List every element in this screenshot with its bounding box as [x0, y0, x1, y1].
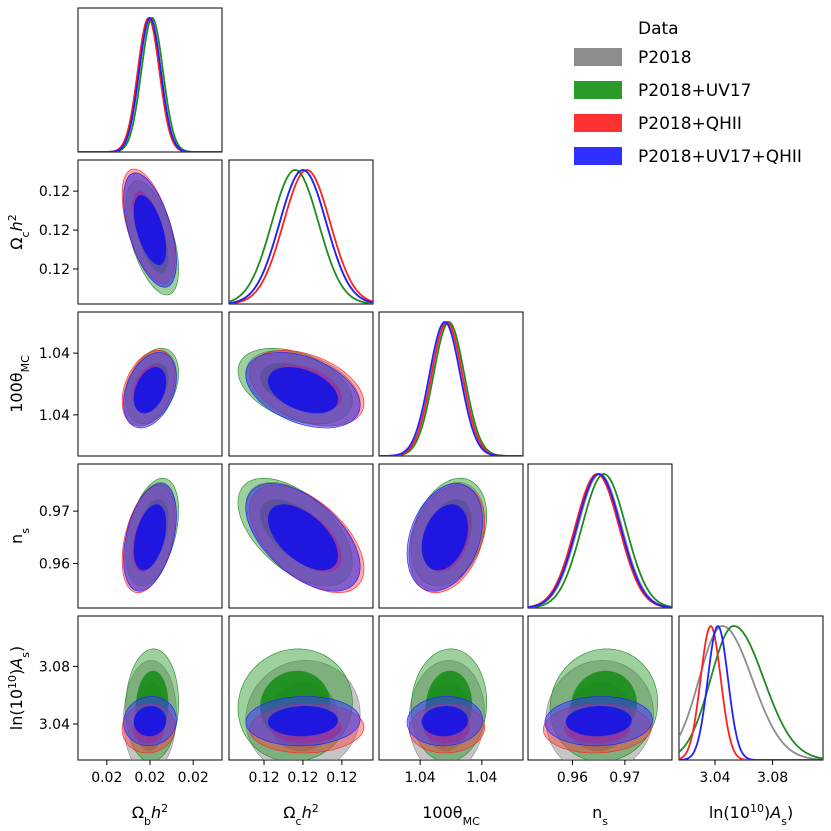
panel-theta-theta: [378, 311, 524, 457]
y-axis-label-theta: 100θMC: [7, 355, 32, 413]
contour-68-p2018-uv17-qhii: [267, 504, 338, 571]
x-tick-label: 1.04: [466, 770, 497, 786]
legend-label: P2018+QHII: [638, 114, 742, 134]
contour-68-p2018-uv17-qhii: [565, 706, 632, 737]
contour-68-p2018-uv17-qhii: [267, 367, 338, 414]
x-axis-label-theta: 100θMC: [422, 803, 480, 828]
y-tick-label: 3.08: [39, 659, 70, 675]
marginal-p2018-uv17-qhii: [78, 16, 222, 152]
marginal-p2018-qhii: [229, 169, 373, 304]
marginal-p2018-uv17-qhii: [379, 321, 523, 456]
x-tick-label: 0.12: [326, 770, 357, 786]
panel-omch2-ns: [228, 463, 374, 609]
x-axis-label-logA: ln(1010)As): [709, 802, 793, 828]
y-axis-label-omch2: Ωch2: [6, 214, 32, 249]
x-tick-label: 0.12: [287, 770, 318, 786]
panel-omch2-logA: 0.12 0.12 0.12: [228, 615, 374, 786]
x-tick-label: 0.97: [609, 770, 640, 786]
panel-ns-logA: 0.96 0.97: [527, 615, 673, 786]
x-tick-label: 0.02: [178, 770, 209, 786]
legend-label: P2018+UV17: [638, 81, 751, 101]
contour-68-p2018-uv17-qhii: [421, 504, 468, 571]
axis-labels: Ωbh2 Ωch2 100θMC ns ln(1010)As) Ωch2 100θMC ns l…: [6, 214, 794, 827]
y-axis-label-logA: ln(1010)As): [6, 646, 32, 730]
legend-label: P2018: [638, 48, 692, 68]
marginal-p2018-uv17-qhii: [229, 169, 373, 304]
panel-frame: [228, 159, 374, 305]
legend-swatch: [574, 81, 622, 99]
y-tick-label: 1.04: [39, 408, 70, 424]
y-axis-label-ns: ns: [7, 528, 32, 544]
panel-logA-logA: 3.04 3.08: [678, 615, 824, 786]
y-tick-label: 0.96: [39, 556, 70, 572]
contour-68-p2018-uv17-qhii: [133, 195, 167, 266]
x-tick-label: 0.96: [557, 770, 588, 786]
contour-68-p2018-uv17-qhii: [133, 504, 167, 571]
panel-frame: [378, 311, 524, 457]
x-tick-label: 3.08: [757, 770, 788, 786]
panel-ombh2-omch2: 0.12 0.12 0.12: [39, 159, 223, 305]
panel-ns-ns: [527, 463, 673, 609]
panel-ombh2-theta: 1.04 1.04: [39, 311, 223, 457]
legend-swatch: [574, 114, 622, 132]
marginal-p2018-qhii: [78, 16, 222, 152]
contour-68-p2018-uv17-qhii: [267, 706, 338, 737]
x-tick-label: 0.02: [134, 770, 165, 786]
x-tick-label: 0.02: [91, 770, 122, 786]
x-tick-label: 1.04: [405, 770, 436, 786]
legend: Data P2018 P2018+UV17 P2018+QHII P2018+UV17…: [574, 19, 802, 167]
contour-68-p2018-uv17-qhii: [421, 706, 468, 737]
contour-68-p2018-uv17-qhii: [133, 706, 167, 737]
y-tick-label: 3.04: [39, 717, 70, 733]
x-axis-label-omch2: Ωch2: [283, 802, 318, 828]
y-tick-label: 0.12: [39, 223, 70, 239]
marginal-p2018-uv17-qhii: [679, 625, 823, 760]
panel-theta-ns: [378, 463, 524, 609]
legend-swatch: [574, 147, 622, 165]
marginal-p2018-uv17: [679, 625, 823, 760]
panel-frame: [77, 7, 223, 153]
panel-omch2-omch2: [228, 159, 374, 305]
x-axis-label-ombh2: Ωbh2: [132, 802, 168, 828]
legend-swatch: [574, 48, 622, 66]
y-tick-label: 1.04: [39, 346, 70, 362]
legend-title: Data: [638, 19, 679, 39]
x-tick-label: 0.12: [248, 770, 279, 786]
x-tick-label: 3.04: [699, 770, 730, 786]
panel-theta-logA: 1.04 1.04: [378, 615, 524, 786]
panel-frame: [678, 615, 824, 761]
panel-omch2-theta: [228, 311, 374, 457]
contour-68-p2018-uv17-qhii: [133, 367, 167, 414]
y-tick-label: 0.12: [39, 262, 70, 278]
marginal-p2018-qhii: [679, 625, 823, 760]
y-tick-label: 0.12: [39, 184, 70, 200]
panel-ombh2-logA: 0.02 0.02 0.02 3.04 3.08: [39, 615, 223, 786]
panel-ombh2-ns: 0.96 0.97: [39, 463, 223, 609]
panel-frame: [527, 463, 673, 609]
marginal-p2018-uv17-qhii: [528, 473, 672, 608]
panel-ombh2-ombh2: [77, 7, 223, 153]
y-tick-label: 0.97: [39, 504, 70, 520]
x-axis-label-ns: ns: [592, 803, 608, 828]
legend-label: P2018+UV17+QHII: [638, 147, 802, 167]
